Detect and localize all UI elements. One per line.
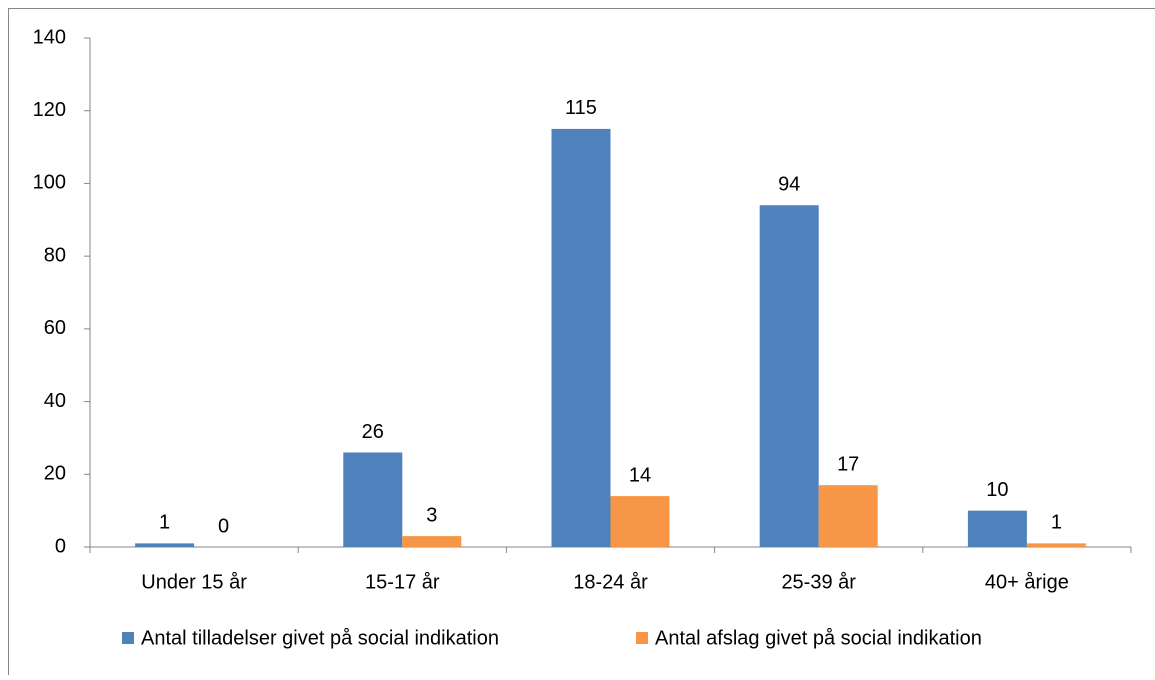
data-label: 17	[837, 453, 859, 475]
legend-label: Antal tilladelser givet på social indika…	[141, 627, 499, 649]
bar	[135, 543, 194, 547]
bar	[1027, 543, 1086, 547]
data-label: 94	[778, 174, 800, 196]
bar	[552, 129, 611, 547]
y-tick-label: 140	[33, 26, 66, 48]
y-tick-label: 60	[44, 317, 66, 339]
y-tick-label: 100	[33, 172, 66, 194]
legend-swatch	[636, 632, 648, 644]
bar	[819, 485, 878, 547]
data-label: 1	[1051, 512, 1062, 534]
y-tick-label: 40	[44, 390, 66, 412]
bar	[402, 536, 461, 547]
data-label: 3	[426, 504, 437, 526]
bar	[611, 496, 670, 547]
y-tick-label: 20	[44, 463, 66, 485]
y-tick-label: 120	[33, 99, 66, 121]
data-label: 1	[159, 512, 170, 534]
x-tick-label: 25-39 år	[781, 571, 856, 593]
data-label: 0	[218, 515, 229, 537]
data-label: 10	[986, 479, 1008, 501]
bar	[760, 205, 819, 547]
legend-label: Antal afslag givet på social indikation	[655, 627, 982, 649]
x-tick-label: 15-17 år	[365, 571, 440, 593]
y-tick-label: 80	[44, 244, 66, 266]
data-label: 26	[362, 421, 384, 443]
x-tick-label: 40+ årige	[985, 571, 1069, 593]
data-label: 115	[565, 97, 597, 119]
y-tick-label: 0	[55, 535, 66, 557]
bar	[968, 511, 1027, 547]
bar	[343, 452, 402, 547]
x-tick-label: Under 15 år	[141, 571, 247, 593]
data-label: 14	[629, 464, 651, 486]
x-tick-label: 18-24 år	[573, 571, 648, 593]
legend-swatch	[122, 632, 134, 644]
